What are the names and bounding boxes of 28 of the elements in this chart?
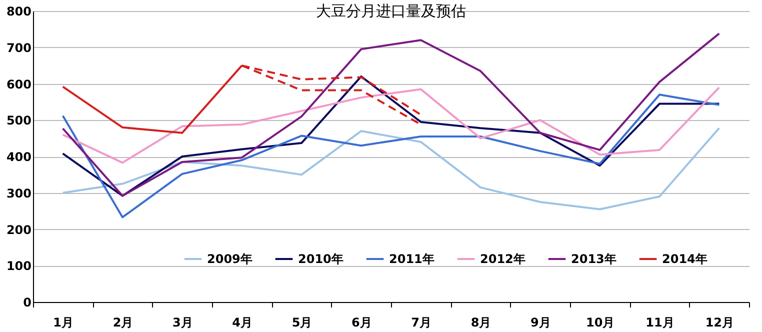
x-tick-label: 1月 <box>53 316 74 330</box>
chart-title: 大豆分月进口量及预估 <box>316 2 466 20</box>
legend-label: 2011年 <box>389 252 434 266</box>
y-tick-label: 500 <box>6 114 32 128</box>
legend-label: 2014年 <box>662 252 708 266</box>
x-tick-label: 3月 <box>172 316 193 330</box>
x-tick-label: 12月 <box>705 316 734 330</box>
y-tick-label: 400 <box>6 150 32 164</box>
y-tick-label: 0 <box>23 296 32 310</box>
x-tick-label: 11月 <box>646 316 674 330</box>
x-tick-label: 10月 <box>586 316 615 330</box>
legend-label: 2009年 <box>207 252 252 266</box>
x-tick-label: 9月 <box>530 316 551 330</box>
legend-label: 2013年 <box>571 252 616 266</box>
x-tick-label: 8月 <box>470 316 492 330</box>
legend-label: 2010年 <box>298 252 344 266</box>
y-tick-label: 800 <box>6 4 32 18</box>
y-tick-label: 300 <box>6 186 32 200</box>
x-tick-label: 6月 <box>351 316 372 330</box>
y-tick-label: 100 <box>6 259 32 274</box>
y-tick-label: 700 <box>6 40 32 55</box>
x-tick-label: 2月 <box>112 316 134 330</box>
x-tick-label: 7月 <box>411 316 432 330</box>
legend-label: 2012年 <box>480 252 526 266</box>
y-tick-label: 200 <box>6 222 32 237</box>
x-tick-label: 5月 <box>292 316 312 330</box>
x-tick-label: 4月 <box>232 316 253 330</box>
y-tick-label: 600 <box>6 77 32 92</box>
